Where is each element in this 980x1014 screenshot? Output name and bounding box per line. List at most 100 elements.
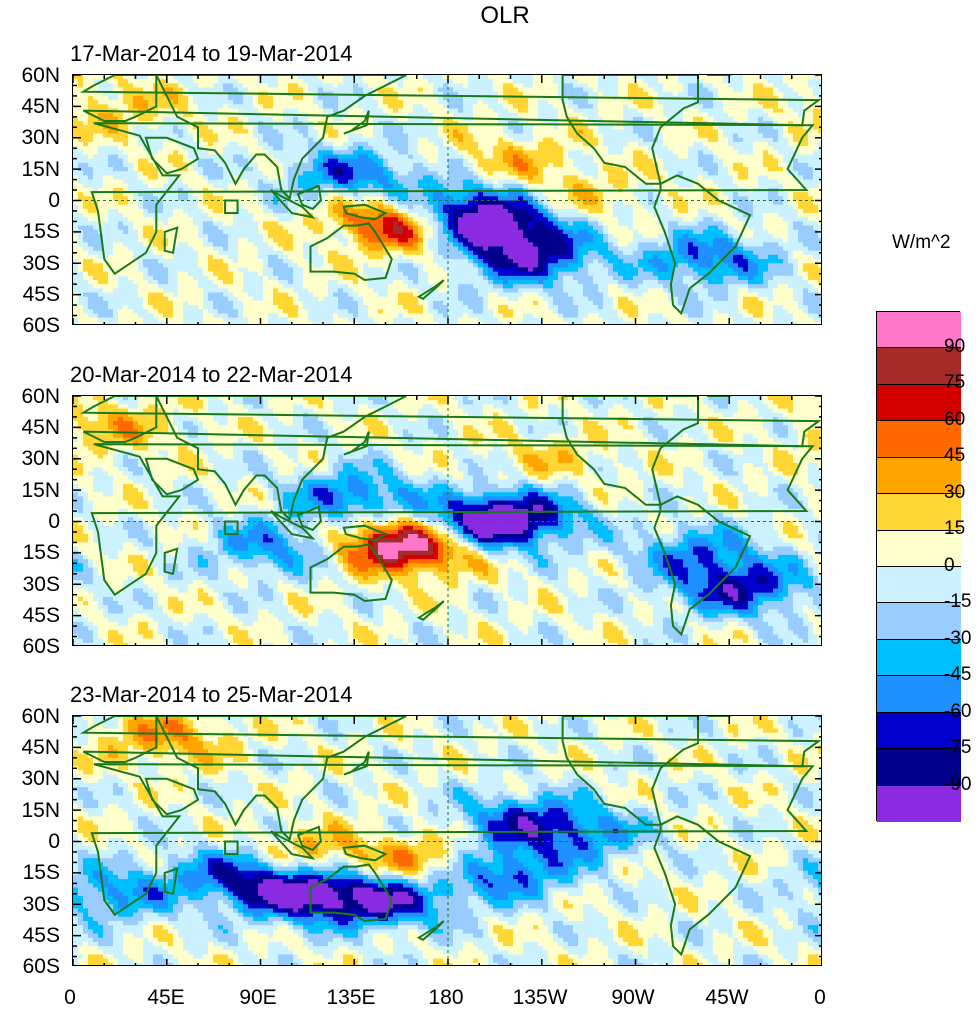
olr-contour-fill [73,716,821,965]
lon-label: 0 [814,986,826,1010]
lat-label: 45S [0,283,60,307]
olr-field-2 [73,396,821,645]
legend-swatch [877,567,961,604]
legend-swatch [877,312,961,349]
coastline-outline [296,825,322,852]
coastline-outline [270,510,316,540]
coastline-outline [90,443,815,597]
legend-label: 75 [944,372,965,394]
olr-field-3 [73,716,821,965]
coastline-outline [309,863,393,923]
lat-label: 60N [0,705,60,729]
coastline-outline [144,457,200,496]
lat-label: 15N [0,479,60,503]
coastline-outline [155,396,407,522]
coastline-outline [416,920,445,941]
lat-label: 15N [0,799,60,823]
legend-label: -90 [944,774,971,796]
coastline-outline [163,226,179,255]
coastline-outline [79,75,821,127]
coastline-outline [79,716,821,768]
lon-label: 135E [326,986,375,1010]
lon-label: 90E [239,986,276,1010]
legend-label: -60 [944,701,971,723]
coastline-outline [342,844,388,862]
coastline-outline [653,495,752,637]
lat-label: 60N [0,64,60,88]
coastline [79,75,821,316]
lat-label: 30S [0,893,60,917]
coastline-outline [653,815,752,957]
legend-label: -30 [944,628,971,650]
panel-2-title: 20-Mar-2014 to 22-Mar-2014 [70,362,352,388]
coastline-outline [155,75,407,201]
lat-label: 60S [0,955,60,979]
legend-label: 90 [944,336,965,358]
coastline-outline [163,547,179,576]
coastline-outline [270,189,316,219]
legend-label: 45 [944,445,965,467]
legend-swatch [877,384,961,422]
lat-label: 45N [0,416,60,440]
legend-units: W/m^2 [892,232,951,254]
coastline-outline [144,136,200,175]
lat-label: 0 [0,189,60,213]
coastline-outline [144,777,200,816]
panel-3-title: 23-Mar-2014 to 25-Mar-2014 [70,682,352,708]
lat-label: 15S [0,220,60,244]
coastline-outline [416,600,445,621]
legend-label: 30 [944,482,965,504]
lon-label: 0 [64,986,76,1010]
lon-label: 45E [147,986,184,1010]
lat-label: 30N [0,767,60,791]
legend-swatch [877,676,961,713]
olr-field-1 [73,75,821,324]
legend-label: 15 [944,518,965,540]
coastline-outline [653,174,752,316]
lat-label: 60S [0,314,60,338]
coastline-outline [342,203,388,221]
legend-colorbar [876,311,961,822]
lat-label: 45S [0,604,60,628]
lat-label: 60S [0,635,60,659]
coastline-outline [309,222,393,282]
coastline-outline [561,396,699,506]
legend-swatch [877,712,961,750]
legend-swatch [877,603,961,640]
olr-contour-fill [73,75,821,324]
legend-label: -45 [944,664,971,686]
lon-label: 135W [513,986,568,1010]
lon-label: 90W [611,986,654,1010]
coastline-outline [79,396,821,448]
lat-label: 0 [0,830,60,854]
coastline-outline [343,751,370,776]
legend-swatch [877,348,961,385]
coastline-outline [561,716,699,826]
legend-label: 0 [944,555,955,577]
lat-label: 45N [0,736,60,760]
lat-label: 0 [0,510,60,534]
legend-swatch [877,639,961,677]
legend-swatch [877,494,961,531]
map-panel-1 [72,74,822,325]
coastline-outline [416,279,445,300]
lat-label: 15S [0,541,60,565]
lat-label: 45N [0,95,60,119]
lat-label: 15N [0,158,60,182]
lat-label: 30S [0,573,60,597]
lat-label: 30N [0,447,60,471]
coastline-outline [90,763,815,917]
coastline-outline [163,867,179,896]
coastline-outline [296,184,322,211]
coastline-outline [342,524,388,542]
legend-swatch [877,749,961,786]
panel-1-title: 17-Mar-2014 to 19-Mar-2014 [70,41,352,67]
coastline-outline [270,830,316,860]
map-panel-3 [72,715,822,966]
map-panel-2 [72,395,822,646]
lon-label: 45W [705,986,748,1010]
coastline-outline [155,716,407,842]
legend-swatch [877,457,961,495]
coastline-outline [343,431,370,456]
lat-label: 60N [0,385,60,409]
